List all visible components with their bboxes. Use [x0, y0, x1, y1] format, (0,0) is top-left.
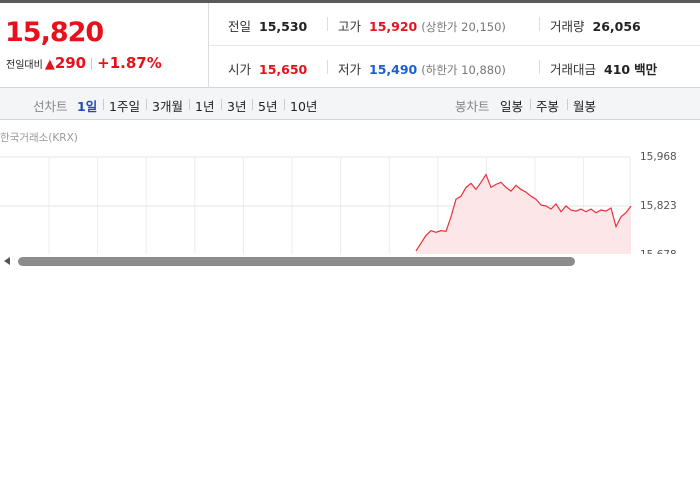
- stat-unit: 백만: [634, 62, 658, 77]
- change-value: 290: [54, 54, 87, 72]
- chart: 15,968 15,823 15,678 한국거래소(KRX): [0, 132, 677, 266]
- tab-separator: [567, 99, 568, 110]
- scrollbar-thumb[interactable]: [18, 257, 575, 266]
- tab[interactable]: 5년: [258, 99, 278, 114]
- stat-label: 저가: [338, 62, 362, 77]
- stat-label: 거래대금: [550, 62, 597, 77]
- column-separator: [539, 60, 540, 74]
- stat-value: 15,650: [259, 62, 308, 77]
- stat: 저가 15,490 (하한가 10,880): [338, 59, 506, 78]
- separator: [91, 57, 93, 70]
- plot: 15,968 15,823 15,678: [0, 151, 677, 261]
- tab-separator: [189, 99, 190, 110]
- stat: 전일 15,530: [228, 16, 307, 35]
- limit-value: 20,150: [461, 20, 502, 34]
- tab[interactable]: 월봉: [573, 99, 597, 114]
- column-separator: [327, 60, 328, 74]
- change-rate: +1.87%: [97, 54, 162, 72]
- stat: 시가 15,650: [228, 59, 307, 78]
- tab-separator: [530, 99, 531, 110]
- y-tick-label: 15,678: [640, 249, 677, 261]
- stat-value: 15,490: [369, 62, 418, 77]
- limit-value: 10,880: [461, 63, 502, 77]
- up-arrow: ▲: [44, 57, 55, 72]
- tab[interactable]: 10년: [290, 99, 318, 114]
- source-label: 한국거래소(KRX): [0, 132, 78, 144]
- stat-limit: (상한가 20,150): [421, 20, 506, 34]
- limit-label: 상한가: [425, 20, 458, 34]
- stat-value: 15,920: [369, 19, 418, 34]
- stats-row: 전일 15,530 고가 15,920 (상한가 20,150) 거래량 26,056: [209, 3, 700, 46]
- tab[interactable]: 주봉: [536, 99, 560, 114]
- quote-panel: 15,820 전일대비 ▲290 +1.87% 전일 15,530 고가 15,920 (상…: [0, 0, 700, 88]
- tab[interactable]: 1년: [195, 99, 215, 114]
- price-box: 15,820 전일대비 ▲290 +1.87%: [0, 3, 209, 88]
- area: [416, 174, 631, 254]
- stat-label: 거래량: [550, 19, 585, 34]
- tab[interactable]: 1주일: [109, 99, 140, 114]
- stat: 거래대금 410 백만: [550, 59, 657, 78]
- change: 전일대비 ▲290 +1.87%: [6, 54, 162, 72]
- tab-bar: 선차트 1일 1주일 3개월 1년 3년 5년 10년 봉차트 일봉 주봉 월봉: [0, 88, 700, 120]
- tab[interactable]: 3개월: [152, 99, 183, 114]
- stat-value: 15,530: [259, 19, 308, 34]
- line: [415, 173, 632, 252]
- limit-label: 하한가: [425, 63, 458, 77]
- tab-caption: 봉차트: [455, 99, 490, 114]
- scroll-left-arrow[interactable]: [4, 257, 10, 265]
- tab-separator: [146, 99, 147, 110]
- y-tick-label: 15,823: [640, 200, 677, 212]
- tab-separator: [252, 99, 253, 110]
- stat-value: 410: [604, 62, 631, 77]
- y-tick-label: 15,968: [640, 151, 677, 163]
- tab-separator: [284, 99, 285, 110]
- tab-caption: 선차트: [33, 99, 68, 114]
- stat: 거래량 26,056: [550, 16, 641, 35]
- tab-separator: [103, 99, 104, 110]
- stat-value: 26,056: [592, 19, 641, 34]
- column-separator: [327, 17, 328, 31]
- tab[interactable]: 일봉: [500, 99, 524, 114]
- stat-label: 전일: [228, 19, 252, 34]
- stat-limit: (하한가 10,880): [421, 63, 506, 77]
- tab[interactable]: 3년: [227, 99, 247, 114]
- tab[interactable]: 1일: [77, 99, 98, 114]
- price: 15,820: [5, 17, 104, 48]
- change-label: 전일대비: [6, 60, 43, 71]
- column-separator: [539, 17, 540, 31]
- stat: 고가 15,920 (상한가 20,150): [338, 16, 506, 35]
- stats-row: 시가 15,650 저가 15,490 (하한가 10,880) 거래대금 410 백만: [209, 46, 700, 88]
- tab-separator: [221, 99, 222, 110]
- stat-label: 고가: [338, 19, 362, 34]
- stat-label: 시가: [228, 62, 252, 77]
